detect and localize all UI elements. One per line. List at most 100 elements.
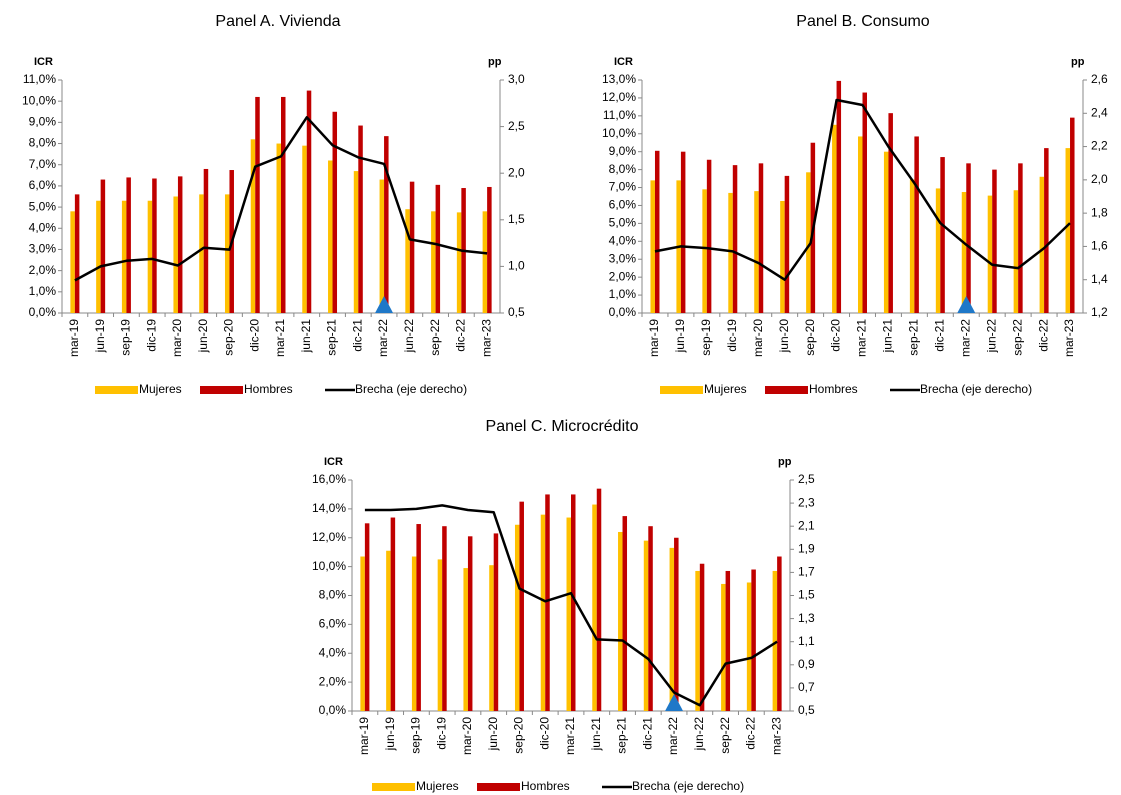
x-tick-label: dic-19 [725, 319, 739, 352]
bar [725, 570, 731, 711]
bar [806, 172, 811, 313]
bar [519, 501, 524, 711]
x-tick-label: mar-23 [1062, 319, 1076, 357]
bar [1013, 190, 1019, 313]
highlight-marker [665, 694, 684, 711]
x-tick-label: jun-20 [486, 717, 500, 752]
bar [364, 523, 370, 711]
y2-tick-label: 1,6 [1091, 239, 1108, 253]
x-tick-label: sep-20 [512, 717, 526, 754]
legend-label: Brecha (eje derecho) [632, 779, 744, 793]
x-tick-label: sep-22 [718, 717, 732, 754]
y2-tick-label: 1,5 [798, 588, 815, 602]
legend-label: Hombres [244, 382, 293, 396]
y-tick-label: 7,0% [29, 157, 57, 171]
bar [832, 124, 837, 313]
y-tick-label: 5,0% [609, 216, 637, 230]
bar [618, 531, 623, 711]
line [74, 116, 488, 282]
bar [173, 196, 178, 313]
highlight-marker [375, 296, 394, 313]
x-tick-label: jun-19 [383, 717, 397, 752]
bar [540, 514, 546, 711]
y-axis-label: ICR [324, 456, 343, 468]
y2-tick-label: 2,0 [508, 165, 525, 179]
x-tick-label: mar-22 [666, 717, 680, 755]
bar [152, 178, 157, 313]
y2-tick-label: 2,5 [508, 119, 525, 133]
bar [650, 180, 655, 313]
legend-label: Hombres [809, 382, 858, 396]
legend-label: Mujeres [139, 382, 182, 396]
x-tick-label: dic-19 [144, 319, 158, 352]
legend-swatch [660, 386, 703, 394]
bar [384, 136, 389, 313]
y2-tick-label: 0,5 [798, 703, 815, 717]
x-tick-label: jun-22 [984, 319, 998, 354]
x-tick-label: sep-20 [803, 319, 817, 356]
x-tick-label: sep-22 [1010, 319, 1024, 356]
x-tick-label: jun-19 [673, 319, 687, 354]
x-tick-label: mar-20 [751, 319, 765, 357]
y2-tick-label: 0,7 [798, 680, 815, 694]
x-tick-label: jun-19 [93, 319, 107, 354]
y-tick-label: 8,0% [609, 162, 637, 176]
bar [966, 163, 971, 313]
bar [489, 565, 494, 711]
x-tick-label: mar-19 [67, 319, 81, 357]
x-tick-label: sep-21 [907, 319, 921, 356]
y-axis-label: ICR [34, 56, 53, 68]
x-tick-label: dic-19 [434, 717, 448, 750]
x-tick-label: jun-22 [402, 319, 416, 354]
legend-swatch [200, 386, 243, 394]
y2-axis-label: pp [778, 456, 792, 468]
bar [203, 168, 209, 313]
y-tick-label: 2,0% [609, 269, 637, 283]
x-tick-label: sep-20 [222, 319, 236, 356]
y-tick-label: 0,0% [29, 305, 57, 319]
y2-tick-label: 3,0 [508, 72, 525, 86]
y-tick-label: 12,0% [312, 530, 346, 544]
bar [487, 186, 492, 313]
x-tick-label: mar-22 [958, 319, 972, 357]
bar [721, 583, 726, 711]
x-tick-label: mar-22 [376, 319, 390, 357]
line [654, 98, 1071, 281]
y-tick-label: 3,0% [609, 251, 637, 265]
bar [596, 488, 602, 711]
y2-tick-label: 1,8 [1091, 205, 1108, 219]
bar [643, 540, 649, 711]
panel-title: Panel A. Vivienda [215, 13, 340, 30]
bar [358, 125, 363, 313]
x-tick-label: mar-20 [170, 319, 184, 357]
x-tick-label: jun-21 [299, 319, 313, 354]
x-tick-label: mar-23 [479, 319, 493, 357]
y2-axis-label: pp [488, 56, 502, 68]
bar [147, 200, 153, 313]
bar [772, 570, 778, 711]
bar [754, 191, 759, 313]
y2-tick-label: 2,6 [1091, 72, 1108, 86]
x-tick-label: mar-20 [460, 717, 474, 755]
x-tick-label: dic-22 [1036, 319, 1050, 352]
bar [1039, 176, 1045, 313]
bar [328, 160, 333, 313]
x-tick-label: jun-20 [777, 319, 791, 354]
bar [514, 524, 520, 711]
bar [702, 189, 707, 313]
x-tick-label: jun-21 [881, 319, 895, 354]
y-tick-label: 6,0% [609, 198, 637, 212]
x-tick-label: sep-21 [615, 717, 629, 754]
y2-tick-label: 2,5 [798, 472, 815, 486]
x-tick-label: sep-22 [428, 319, 442, 356]
bar [1018, 163, 1023, 313]
legend-label: Brecha (eje derecho) [920, 382, 1032, 396]
y-tick-label: 0,0% [609, 305, 637, 319]
y-tick-label: 10,0% [602, 126, 636, 140]
bar [405, 209, 410, 313]
y2-tick-label: 2,1 [798, 518, 815, 532]
y-tick-label: 8,0% [319, 588, 347, 602]
y-axis-label: ICR [614, 56, 633, 68]
y2-tick-label: 1,9 [798, 541, 815, 555]
